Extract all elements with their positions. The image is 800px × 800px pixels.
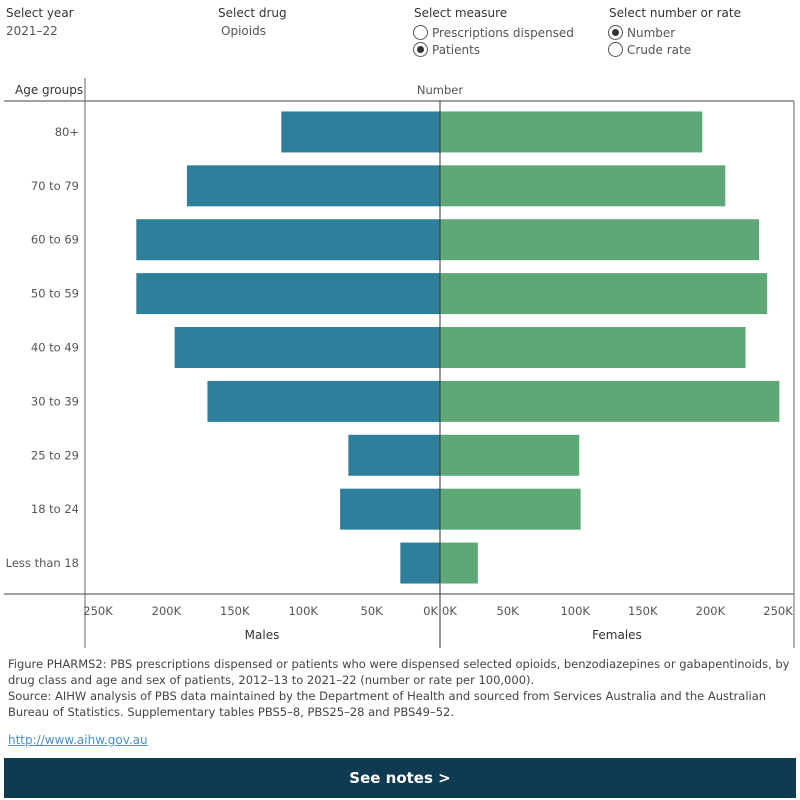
bar-females[interactable] xyxy=(440,434,580,476)
rate-option-number[interactable]: Number xyxy=(608,24,741,41)
radio-selected-icon[interactable] xyxy=(608,25,623,40)
figure-caption: Figure PHARMS2: PBS prescriptions dispen… xyxy=(8,656,794,720)
measure-option-patients[interactable]: Patients xyxy=(413,41,574,58)
females-tick-label: 0K xyxy=(442,604,457,618)
category-label: 70 to 79 xyxy=(31,179,79,193)
chart-frame xyxy=(4,78,795,648)
males-tick-label: 100K xyxy=(288,604,318,618)
category-label: 60 to 69 xyxy=(31,233,79,247)
year-filter-title: Select year xyxy=(6,6,74,20)
radio-unselected-icon[interactable] xyxy=(413,25,428,40)
bar-males[interactable] xyxy=(207,380,440,422)
category-label: 40 to 49 xyxy=(31,341,79,355)
measure-filter: Select measure Prescriptions dispensed P… xyxy=(413,6,574,58)
year-filter[interactable]: Select year 2021–22 xyxy=(6,6,74,38)
radio-selected-icon[interactable] xyxy=(413,42,428,57)
males-axis-title: Males xyxy=(245,628,280,642)
females-tick-label: 150K xyxy=(628,604,658,618)
category-labels: 80+ 70 to 79 60 to 69 50 to 59 40 to 49 30 to… xyxy=(6,125,79,570)
bar-males[interactable] xyxy=(136,219,440,261)
bar-females[interactable] xyxy=(440,488,581,530)
population-pyramid-chart: Age groups Number Males Females 80+ 70 to… xyxy=(4,78,795,648)
bar-females[interactable] xyxy=(440,165,726,207)
category-label: Less than 18 xyxy=(6,556,79,570)
males-tick-label: 0K xyxy=(423,604,438,618)
category-label: 30 to 39 xyxy=(31,394,79,408)
category-label: 50 to 59 xyxy=(31,287,79,301)
measure-option-label: Patients xyxy=(432,42,481,57)
category-label: 80+ xyxy=(55,125,79,139)
rate-option-crude-rate[interactable]: Crude rate xyxy=(608,41,741,58)
bar-males[interactable] xyxy=(186,165,440,207)
category-label: 25 to 29 xyxy=(31,448,79,462)
males-tick-label: 250K xyxy=(83,604,113,618)
females-tick-label: 50K xyxy=(497,604,520,618)
bar-females[interactable] xyxy=(440,111,703,153)
figure-source: Source: AIHW analysis of PBS data mainta… xyxy=(8,689,767,719)
drug-filter[interactable]: Select drug Opioids xyxy=(218,6,287,38)
row-header: Age groups xyxy=(15,83,83,97)
aihw-link[interactable]: http://www.aihw.gov.au xyxy=(8,733,148,747)
females-tick-label: 200K xyxy=(696,604,726,618)
bar-males[interactable] xyxy=(340,488,440,530)
bar-males[interactable] xyxy=(281,111,440,153)
bar-females[interactable] xyxy=(440,327,746,368)
value-header: Number xyxy=(417,83,463,97)
bar-males[interactable] xyxy=(136,273,440,315)
measure-option-prescriptions[interactable]: Prescriptions dispensed xyxy=(413,24,574,41)
bar-males[interactable] xyxy=(348,434,440,476)
year-filter-value[interactable]: 2021–22 xyxy=(6,24,58,38)
drug-filter-value[interactable]: Opioids xyxy=(221,24,266,38)
measure-filter-title: Select measure xyxy=(414,6,508,20)
rate-option-label: Number xyxy=(627,25,676,40)
females-axis-title: Females xyxy=(592,628,642,642)
axis-ticks: 250K 200K 150K 100K 50K 0K 0K 50K 100K 150K 200K 25… xyxy=(83,604,793,618)
drug-filter-title: Select drug xyxy=(218,6,287,20)
see-notes-button[interactable]: See notes > xyxy=(4,758,796,798)
number-rate-filter-title: Select number or rate xyxy=(609,6,741,20)
category-label: 18 to 24 xyxy=(31,502,79,516)
bar-females[interactable] xyxy=(440,219,760,261)
figure-description: Figure PHARMS2: PBS prescriptions dispen… xyxy=(8,657,790,687)
females-tick-label: 250K xyxy=(763,604,793,618)
radio-unselected-icon[interactable] xyxy=(608,42,623,57)
bar-females[interactable] xyxy=(440,273,768,315)
measure-option-label: Prescriptions dispensed xyxy=(432,25,574,40)
bar-males[interactable] xyxy=(400,542,440,584)
males-tick-label: 50K xyxy=(361,604,384,618)
females-tick-label: 100K xyxy=(560,604,590,618)
males-tick-label: 200K xyxy=(152,604,182,618)
bars-layer xyxy=(136,101,780,648)
males-tick-label: 150K xyxy=(220,604,250,618)
bar-males[interactable] xyxy=(174,327,440,368)
rate-option-label: Crude rate xyxy=(627,42,692,57)
bar-females[interactable] xyxy=(440,380,780,422)
bar-females[interactable] xyxy=(440,542,478,584)
number-rate-filter: Select number or rate Number Crude rate xyxy=(608,6,741,58)
